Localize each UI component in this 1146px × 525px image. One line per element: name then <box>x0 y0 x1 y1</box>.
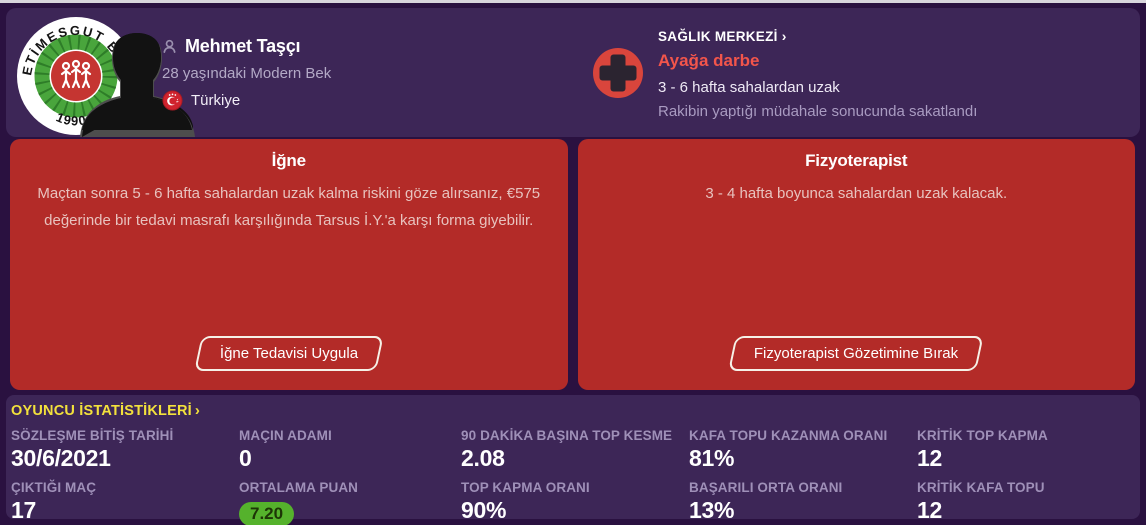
player-nationality: Türkiye <box>191 92 241 109</box>
card-title: Fizyoterapist <box>805 151 908 170</box>
rating-badge: 7.20 <box>239 502 295 525</box>
stat-average-rating: ORTALAMA PUAN 7.20 <box>239 480 461 525</box>
stat-value: 12 <box>917 445 942 471</box>
stat-label: BAŞARILI ORTA ORANI <box>689 480 843 495</box>
stat-key-tackles: KRİTİK TOP KAPMA 12 <box>917 428 1137 472</box>
stat-cross-completion: BAŞARILI ORTA ORANI 13% <box>689 480 917 525</box>
leave-to-physio-button[interactable]: Fizyoterapist Gözetimine Bırak <box>728 336 985 371</box>
chevron-right-icon: › <box>194 402 201 419</box>
stat-label: MAÇIN ADAMI <box>239 428 332 443</box>
turkey-flag-icon <box>162 90 183 111</box>
health-center-title: SAĞLIK MERKEZİ <box>658 29 778 44</box>
stat-value: 0 <box>239 445 252 471</box>
stat-label: ORTALAMA PUAN <box>239 480 359 495</box>
stat-label: TOP KAPMA ORANI <box>461 480 590 495</box>
stat-tackle-ratio: TOP KAPMA ORANI 90% <box>461 480 689 525</box>
injury-name: Ayağa darbe <box>658 51 760 70</box>
player-stats-panel: OYUNCU İSTATİSTİKLERİ › SÖZLEŞME BİTİŞ TA… <box>6 395 1140 525</box>
stat-value: 17 <box>11 497 36 523</box>
leave-to-physio-button-label: Fizyoterapist Gözetimine Bırak <box>754 345 959 362</box>
player-stats-link[interactable]: OYUNCU İSTATİSTİKLERİ › <box>11 402 1140 419</box>
person-icon <box>163 39 176 53</box>
treatment-card-injection: İğne Maçtan sonra 5 - 6 hafta sahalardan… <box>10 139 568 390</box>
svg-text:1990: 1990 <box>54 109 88 128</box>
medical-cross-icon <box>591 46 645 105</box>
injury-duration: 3 - 6 hafta sahalardan uzak <box>658 79 840 96</box>
health-center-link[interactable]: SAĞLIK MERKEZİ › <box>658 28 977 44</box>
stat-label: 90 DAKİKA BAŞINA TOP KESME <box>461 428 673 443</box>
card-title: İğne <box>271 151 306 170</box>
stat-label: KRİTİK TOP KAPMA <box>917 428 1048 443</box>
stat-label: KAFA TOPU KAZANMA ORANI <box>689 428 888 443</box>
club-badge-image: ETİMESGUT BEL 1990 <box>17 17 135 135</box>
treatment-card-physio: Fizyoterapist 3 - 4 hafta boyunca sahala… <box>577 139 1135 390</box>
stat-label: ÇIKTIĞI MAÇ <box>11 480 97 495</box>
window-top-divider <box>0 0 1146 3</box>
stat-headers-won: KAFA TOPU KAZANMA ORANI 81% <box>689 428 917 472</box>
treatment-options-row: İğne Maçtan sonra 5 - 6 hafta sahalardan… <box>0 139 1146 390</box>
stat-value: 13% <box>689 497 735 523</box>
stat-value: 90% <box>461 497 507 523</box>
apply-injection-button[interactable]: İğne Tedavisi Uygula <box>193 336 384 371</box>
stat-value: 2.08 <box>461 445 505 471</box>
club-badge: ETİMESGUT BEL 1990 <box>14 14 142 137</box>
stats-grid: SÖZLEŞME BİTİŞ TARİHİ 30/6/2021 MAÇIN AD… <box>11 428 1140 525</box>
stat-man-of-match: MAÇIN ADAMI 0 <box>239 428 461 472</box>
stat-interceptions-per-90: 90 DAKİKA BAŞINA TOP KESME 2.08 <box>461 428 689 472</box>
player-header-panel: ETİMESGUT BEL 1990 Mehmet Taşçı 28 yaşın… <box>6 8 1140 137</box>
injury-cause: Rakibin yaptığı müdahale sonucunda sakat… <box>658 103 978 120</box>
card-description: 3 - 4 hafta boyunca sahalardan uzak kala… <box>705 185 1008 202</box>
player-info: Mehmet Taşçı 28 yaşındaki Modern Bek Tür… <box>162 36 331 111</box>
stat-contract-expiry: SÖZLEŞME BİTİŞ TARİHİ 30/6/2021 <box>11 428 239 472</box>
player-description: 28 yaşındaki Modern Bek <box>162 65 332 82</box>
stat-value: 81% <box>689 445 735 471</box>
stat-label: SÖZLEŞME BİTİŞ TARİHİ <box>11 428 174 443</box>
stat-value: 30/6/2021 <box>11 445 111 471</box>
apply-injection-button-label: İğne Tedavisi Uygula <box>219 345 358 362</box>
player-stats-title: OYUNCU İSTATİSTİKLERİ <box>11 403 192 419</box>
card-description: Maçtan sonra 5 - 6 hafta sahalardan uzak… <box>37 185 541 229</box>
stat-appearances: ÇIKTIĞI MAÇ 17 <box>11 480 239 525</box>
stat-value: 12 <box>917 497 942 523</box>
chevron-right-icon: › <box>781 28 787 44</box>
health-center-block: SAĞLIK MERKEZİ › Ayağa darbe 3 - 6 hafta … <box>658 28 977 120</box>
stat-key-headers: KRİTİK KAFA TOPU 12 <box>917 480 1137 525</box>
stat-label: KRİTİK KAFA TOPU <box>917 480 1045 495</box>
player-name: Mehmet Taşçı <box>185 36 301 56</box>
